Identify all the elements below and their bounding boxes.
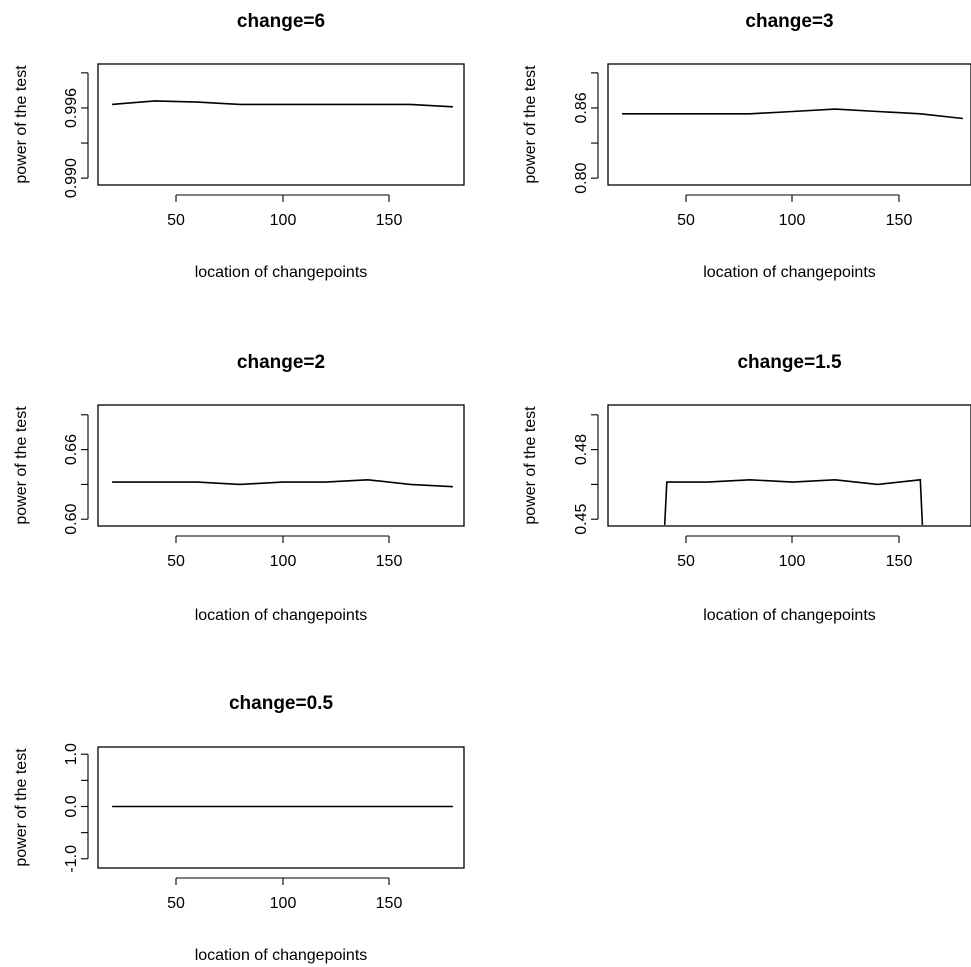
x-axis-label: location of changepoints [195, 607, 368, 624]
plot-frame [607, 63, 971, 186]
y-tick-label: 0.0 [63, 795, 80, 817]
x-tick-label: 100 [270, 553, 297, 570]
series-line [663, 478, 924, 526]
series-line [112, 478, 453, 488]
x-tick-label: 100 [779, 212, 806, 229]
y-tick-label: 0.45 [573, 504, 590, 535]
y-tick-label: 0.60 [63, 504, 80, 535]
chart-panel-4: change=1.5 0.45 0.48 50 100 150 location of ch… [522, 352, 971, 624]
chart-panel-5: change=0.5 -1.0 0.0 1.0 50 100 150 location of … [13, 693, 465, 964]
plot-frame [97, 63, 465, 186]
y-tick-label: 1.0 [63, 743, 80, 765]
y-tick-label: 0.990 [63, 158, 80, 198]
chart-title: change=6 [237, 11, 325, 32]
y-axis-label: power of the test [522, 65, 539, 184]
plot-frame [97, 404, 465, 527]
x-tick-label: 50 [677, 212, 695, 229]
y-tick-label: 0.66 [63, 434, 80, 465]
plot-frame [607, 404, 971, 527]
y-axis-label: power of the test [13, 406, 30, 525]
x-tick-label: 150 [376, 895, 403, 912]
x-tick-label: 150 [376, 212, 403, 229]
x-tick-label: 150 [376, 553, 403, 570]
chart-panel-2: change=3 0.80 0.86 50 100 150 location of chan… [522, 11, 971, 281]
y-tick-label: 0.80 [573, 162, 590, 193]
x-axis-label: location of changepoints [195, 947, 368, 964]
chart-title: change=3 [745, 11, 833, 32]
y-tick-label: 0.996 [63, 88, 80, 128]
x-tick-label: 50 [167, 553, 185, 570]
y-tick-label: 0.86 [573, 92, 590, 123]
y-axis-label: power of the test [522, 406, 539, 525]
series-line [112, 100, 453, 108]
chart-panel-3: change=2 0.60 0.66 50 100 150 location of chan… [13, 352, 465, 624]
series-line [622, 108, 963, 120]
x-tick-label: 150 [886, 553, 913, 570]
x-tick-label: 50 [167, 212, 185, 229]
chart-title: change=1.5 [737, 352, 841, 373]
y-axis-label: power of the test [13, 65, 30, 184]
x-tick-label: 100 [270, 212, 297, 229]
chart-title: change=0.5 [229, 693, 333, 714]
x-tick-label: 150 [886, 212, 913, 229]
plot-frame [97, 746, 465, 869]
y-axis-label: power of the test [13, 748, 30, 867]
x-tick-label: 50 [167, 895, 185, 912]
x-tick-label: 100 [270, 895, 297, 912]
y-tick-label: -1.0 [63, 845, 80, 873]
x-tick-label: 50 [677, 553, 695, 570]
x-tick-label: 100 [779, 553, 806, 570]
chart-title: change=2 [237, 352, 325, 373]
x-axis-label: location of changepoints [703, 607, 876, 624]
chart-panel-1: change=6 0.990 0.996 50 100 150 location of ch… [13, 11, 465, 281]
x-axis-label: location of changepoints [195, 264, 368, 281]
x-axis-label: location of changepoints [703, 264, 876, 281]
y-tick-label: 0.48 [573, 434, 590, 465]
